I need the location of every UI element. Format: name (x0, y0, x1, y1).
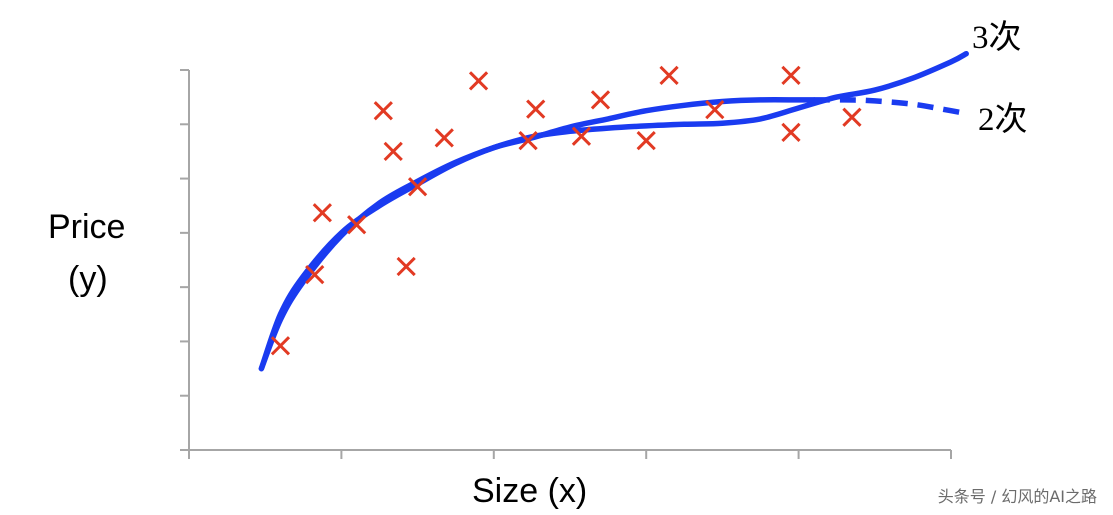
data-point (407, 177, 428, 197)
x-axis-label: Size (x) (472, 472, 587, 510)
data-points (270, 65, 862, 356)
watermark: 头条号 / 幻风的AI之路 (937, 487, 1097, 506)
fit-curves (258, 50, 969, 372)
data-point (636, 130, 656, 151)
data-point (842, 107, 862, 127)
data-point (705, 100, 725, 120)
data-point (383, 141, 403, 162)
data-point (373, 101, 393, 121)
data-point (659, 65, 679, 86)
data-point (781, 122, 801, 143)
y-axis-label-line1: Price (48, 208, 125, 246)
y-axis-label-line2: (y) (68, 260, 108, 298)
data-point (347, 215, 367, 235)
data-point (468, 71, 489, 91)
curve-label-2nd-order: 2次 (978, 101, 1028, 138)
axis-ticks (180, 69, 952, 459)
data-point (781, 65, 801, 86)
data-point (434, 128, 454, 148)
data-point (526, 99, 546, 119)
series-line-2 (813, 97, 967, 117)
data-point (305, 265, 325, 285)
data-point (571, 126, 592, 146)
data-point (518, 130, 538, 151)
curve-label-3rd-order: 3次 (972, 19, 1022, 56)
data-point (312, 203, 332, 223)
data-point (270, 336, 291, 356)
data-point (396, 256, 416, 277)
data-point (590, 90, 611, 110)
